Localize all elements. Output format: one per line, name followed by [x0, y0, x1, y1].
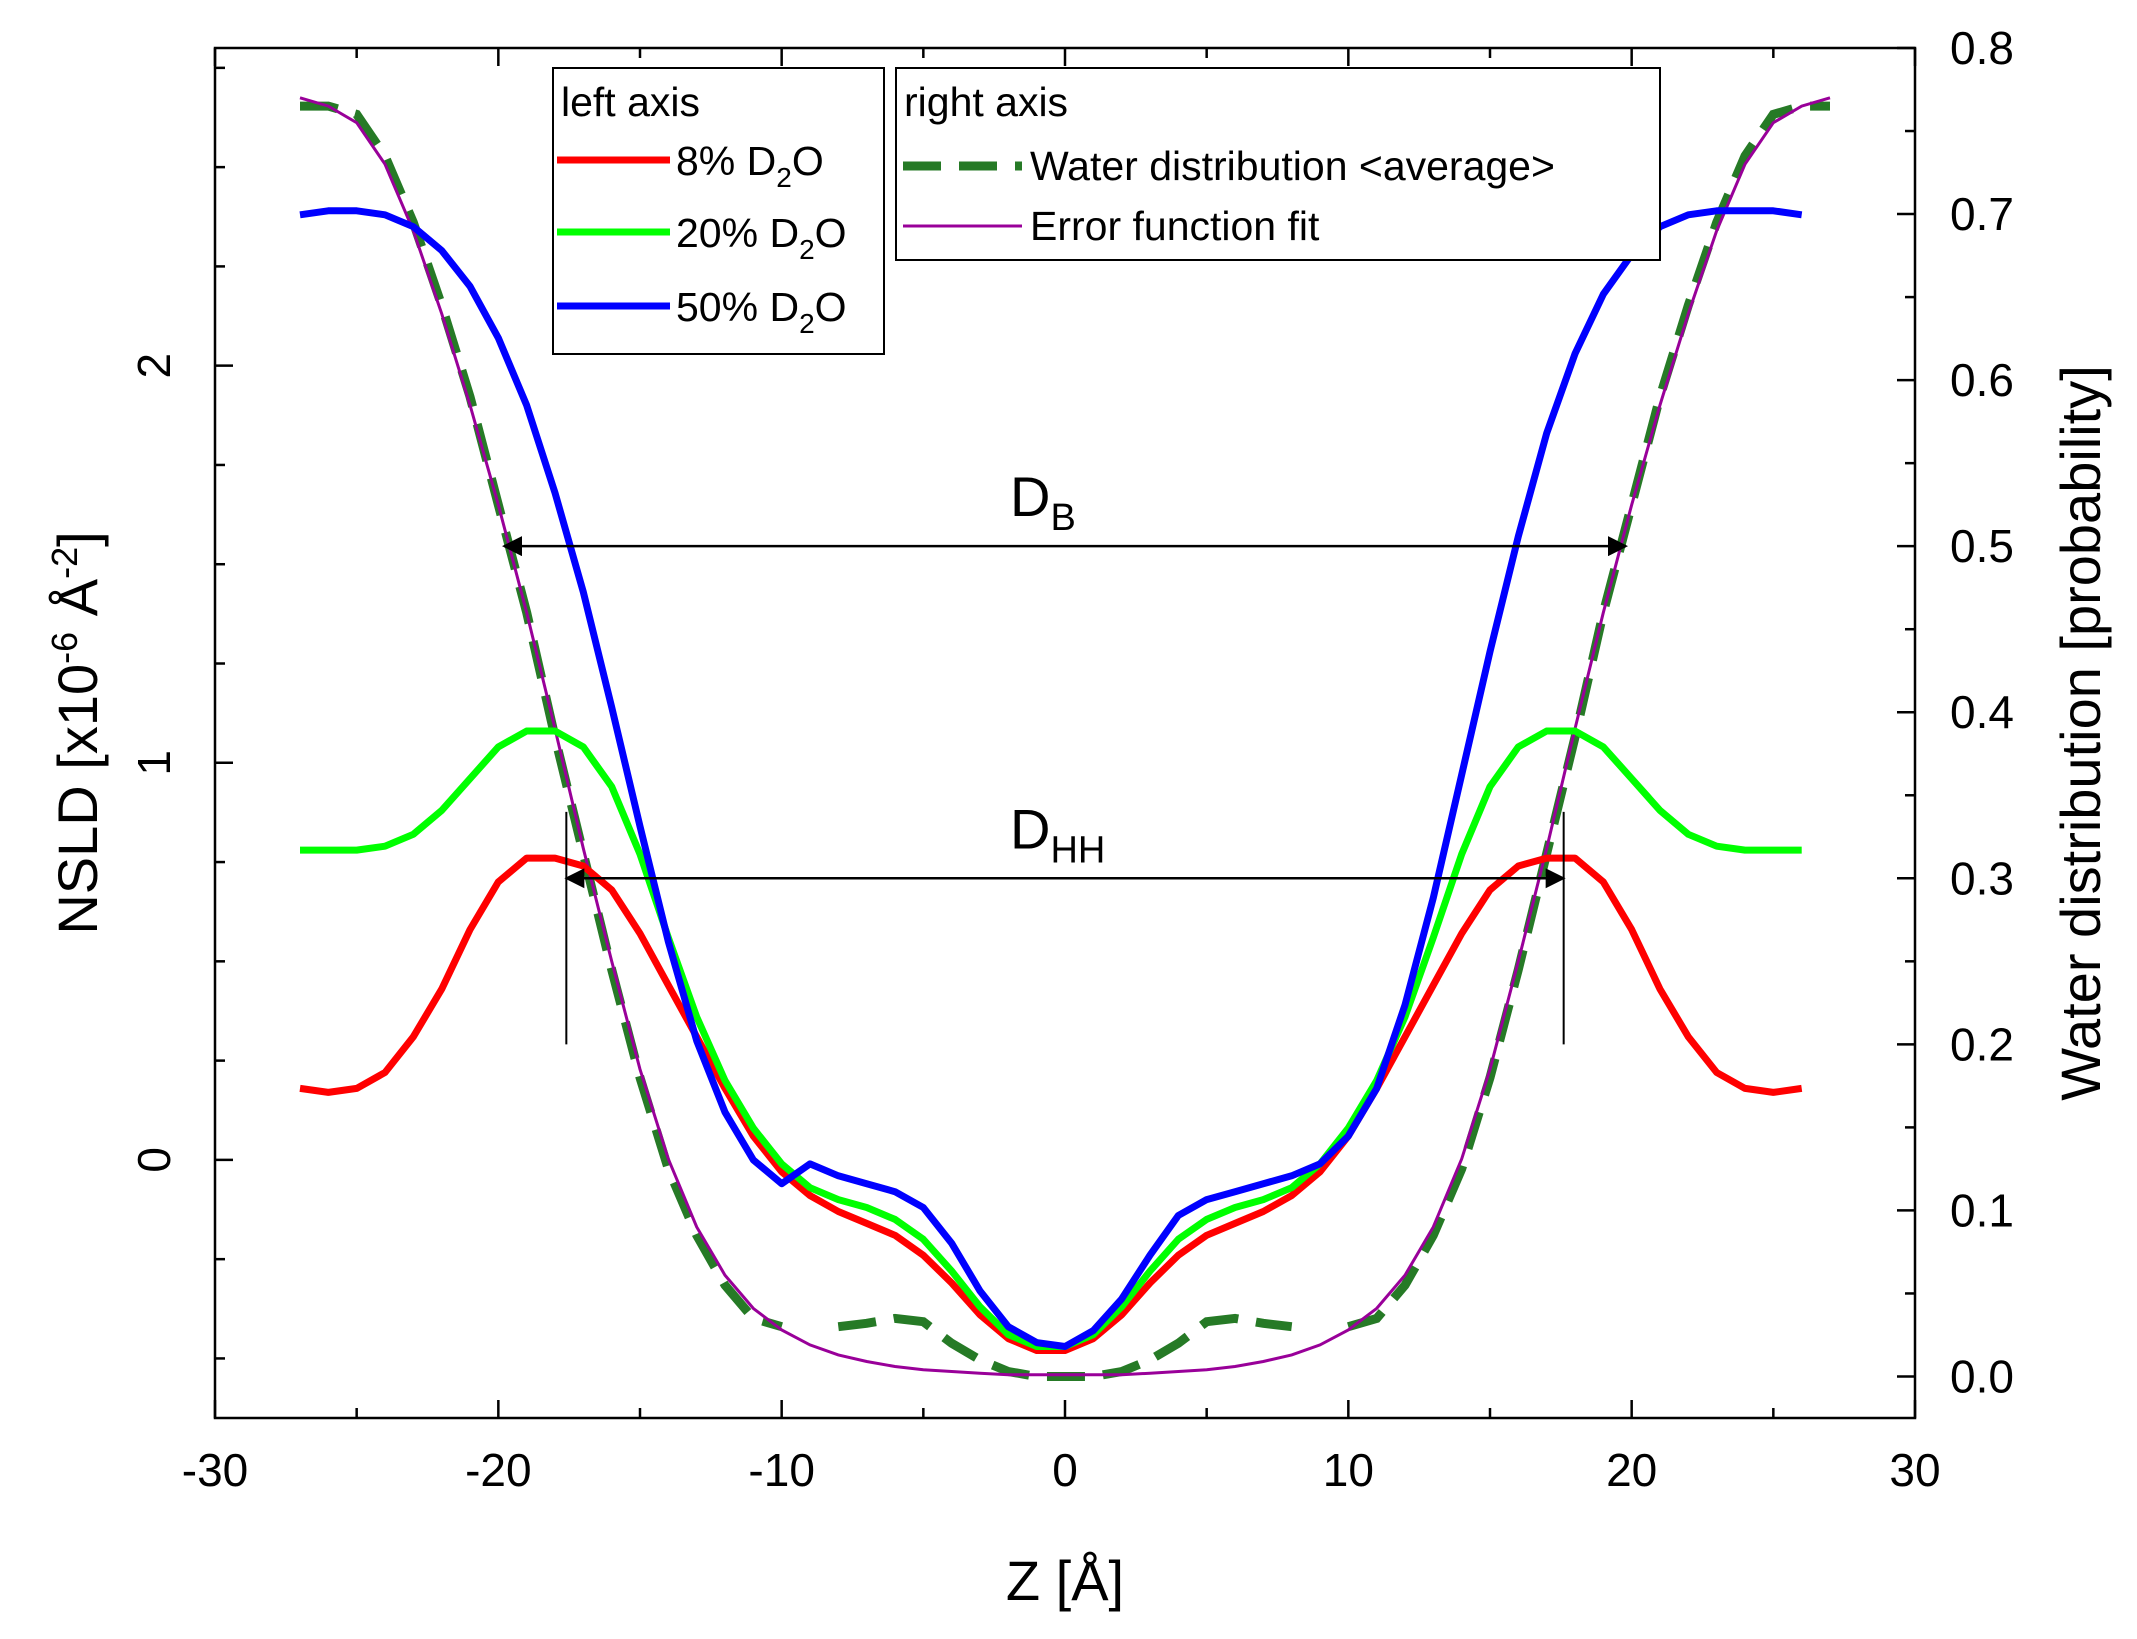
label-db: DB [1010, 465, 1076, 539]
legend-20pct-pre: 20% D [676, 210, 799, 256]
legend-50pct-post: O [815, 284, 847, 330]
y-left-title-close: ] [46, 531, 109, 547]
legend-50pct-pre: 50% D [676, 284, 799, 330]
legend-20pct-sub: 2 [799, 234, 815, 265]
legend-right-box [895, 67, 1661, 261]
x-tick-label: -20 [465, 1444, 531, 1496]
legend-8pct-sub: 2 [776, 162, 792, 193]
x-tick-label: -10 [748, 1444, 814, 1496]
legend-left: left axis 8% D2O 20% D2O 50% D2O [552, 67, 885, 355]
y-left-tick-label: 0 [128, 1147, 180, 1173]
y-axis-left-title: NSLD [x10-6 Å-2] [44, 531, 109, 934]
legend-right-title: right axis [904, 79, 1068, 125]
legend-50pct-sub: 2 [799, 308, 815, 339]
y-left-tick-label: 1 [128, 750, 180, 776]
series-20pct-d2o [300, 727, 1802, 1350]
x-tick-label: -30 [182, 1444, 248, 1496]
series-group [299, 96, 1831, 1381]
legend-label-erf: Error function fit [1030, 203, 1320, 249]
x-tick-label: 0 [1052, 1444, 1078, 1496]
legend-label-50pct: 50% D2O [676, 284, 847, 339]
y-left-title-unit: Å [46, 578, 109, 632]
y-right-tick-label: 0.6 [1950, 354, 2014, 406]
series-50pct-d2o [299, 207, 1803, 1350]
x-tick-label: 20 [1606, 1444, 1657, 1496]
legend-left-title: left axis [561, 79, 700, 125]
y-right-tick-label: 0.7 [1950, 188, 2014, 240]
series-error-function-fit [299, 96, 1831, 1377]
y-right-tick-label: 0.4 [1950, 686, 2014, 738]
x-axis-title: Z [Å] [1006, 1549, 1124, 1612]
legend-label-water: Water distribution <average> [1030, 143, 1555, 189]
legend-8pct-post: O [792, 138, 824, 184]
legend-8pct-pre: 8% D [676, 138, 776, 184]
y-right-tick-label: 0.2 [1950, 1018, 2014, 1070]
y-right-tick-label: 0.3 [1950, 852, 2014, 904]
legend-label-20pct: 20% D2O [676, 210, 847, 265]
y-left-tick-label: 2 [128, 353, 180, 379]
y-right-tick-label: 0.8 [1950, 22, 2014, 74]
label-dhh: DHH [1010, 797, 1105, 871]
legend-label-8pct: 8% D2O [676, 138, 824, 193]
y-right-tick-label: 0.5 [1950, 520, 2014, 572]
series-8pct-d2o [299, 854, 1803, 1354]
y-right-tick-label: 0.1 [1950, 1184, 2014, 1236]
x-tick-label: 10 [1323, 1444, 1374, 1496]
y-right-tick-label: 0.0 [1950, 1350, 2014, 1402]
y-left-title-main: NSLD [x10 [46, 664, 109, 935]
axis-ticks: -30 -20 -10 0 10 20 30 0 1 2 0.0 0.1 0.2 0.3 0.4 0.5 0.6… [128, 22, 2014, 1496]
legend-right: right axis Water distribution <average> … [895, 67, 1661, 261]
y-axis-right-title: Water distribution [probability] [2049, 365, 2112, 1101]
x-tick-label: 30 [1889, 1444, 1940, 1496]
y-left-title-exp2: -2 [44, 547, 85, 579]
annotation-group: DB DHH [502, 465, 1628, 1045]
y-left-title-exp1: -6 [44, 632, 85, 664]
legend-20pct-post: O [815, 210, 847, 256]
